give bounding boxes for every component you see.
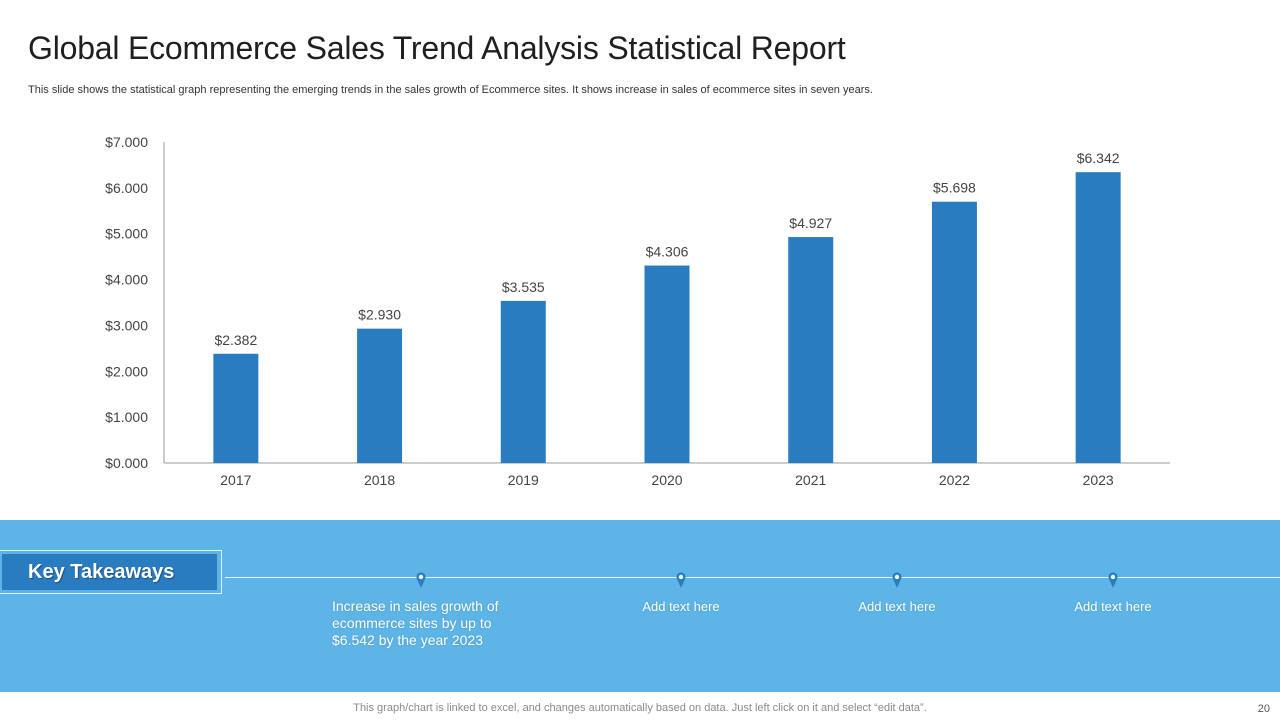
takeaway-text-1: Increase in sales growth of ecommerce si… <box>332 598 499 648</box>
data-label: $5.698 <box>933 180 976 196</box>
data-label: $2.930 <box>358 307 401 323</box>
x-tick-label: 2020 <box>651 472 682 488</box>
y-tick-label: $5.000 <box>105 226 148 242</box>
data-label: $6.342 <box>1077 150 1120 166</box>
data-label: $3.535 <box>502 279 545 295</box>
bar-2021 <box>788 237 834 463</box>
takeaway-text-2: Add text here <box>642 599 720 614</box>
timeline-pin-icon <box>1108 572 1118 588</box>
key-takeaways-heading: Key Takeaways <box>2 554 217 590</box>
timeline-line <box>225 577 1280 578</box>
bar-2018 <box>357 328 403 463</box>
data-label: $4.927 <box>789 215 832 231</box>
timeline-pin-icon <box>676 572 686 588</box>
bar-2019 <box>500 300 546 463</box>
bar-2017 <box>213 353 259 463</box>
x-tick-label: 2023 <box>1083 472 1114 488</box>
y-tick-label: $0.000 <box>105 455 148 471</box>
data-label: $2.382 <box>214 332 257 348</box>
y-tick-label: $7.000 <box>105 134 148 150</box>
takeaway-text-4: Add text here <box>1074 599 1152 614</box>
slide-subtitle: This slide shows the statistical graph r… <box>28 84 873 96</box>
key-takeaways-box: Key Takeaways <box>0 550 222 594</box>
bar-2022 <box>931 201 977 463</box>
footer-note: This graph/chart is linked to excel, and… <box>353 702 927 714</box>
y-tick-label: $2.000 <box>105 363 148 379</box>
y-tick-label: $4.000 <box>105 272 148 288</box>
x-tick-label: 2017 <box>220 472 251 488</box>
x-tick-label: 2022 <box>939 472 970 488</box>
x-tick-label: 2018 <box>364 472 395 488</box>
x-tick-label: 2019 <box>508 472 539 488</box>
y-tick-label: $1.000 <box>105 409 148 425</box>
key-takeaways-band: Key Takeaways Increase in sales growth o… <box>0 520 1280 692</box>
timeline-pin-icon <box>892 572 902 588</box>
page-number: 20 <box>1257 703 1270 715</box>
data-label: $4.306 <box>646 244 689 260</box>
bar-chart: $0.000 $1.000 $2.000 $3.000 $4.000 $5.000 $6.0… <box>105 134 1170 488</box>
bar-2020 <box>644 265 690 463</box>
takeaway-text-3: Add text here <box>858 599 936 614</box>
timeline-pin-icon <box>416 572 426 588</box>
slide-title: Global Ecommerce Sales Trend Analysis St… <box>28 30 846 66</box>
bar-2023 <box>1075 172 1121 463</box>
y-tick-label: $6.000 <box>105 180 148 196</box>
y-tick-label: $3.000 <box>105 317 148 333</box>
x-tick-label: 2021 <box>795 472 826 488</box>
